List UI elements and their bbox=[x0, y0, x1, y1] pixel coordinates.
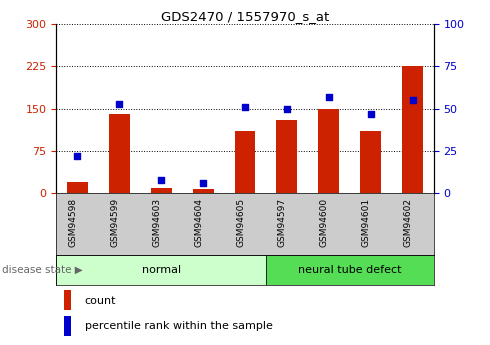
Point bbox=[409, 97, 416, 103]
Bar bbox=[56, 255, 266, 285]
Text: count: count bbox=[85, 296, 116, 306]
Point bbox=[157, 177, 165, 183]
Point bbox=[74, 153, 81, 159]
Point bbox=[199, 180, 207, 186]
Text: GDS2470 / 1557970_s_at: GDS2470 / 1557970_s_at bbox=[161, 10, 329, 23]
Point bbox=[283, 106, 291, 111]
Text: GSM94598: GSM94598 bbox=[68, 198, 77, 247]
Text: GSM94604: GSM94604 bbox=[194, 198, 203, 247]
Text: disease state ▶: disease state ▶ bbox=[2, 265, 83, 275]
Bar bbox=[64, 290, 71, 310]
Bar bbox=[151, 188, 171, 193]
Text: GSM94603: GSM94603 bbox=[152, 198, 161, 247]
Bar bbox=[109, 114, 130, 193]
Text: GSM94605: GSM94605 bbox=[236, 198, 245, 247]
Text: percentile rank within the sample: percentile rank within the sample bbox=[85, 321, 272, 331]
Bar bbox=[266, 255, 434, 285]
Bar bbox=[276, 120, 297, 193]
Bar bbox=[402, 66, 423, 193]
Text: GSM94602: GSM94602 bbox=[404, 198, 413, 247]
Bar bbox=[235, 131, 255, 193]
Point bbox=[367, 111, 375, 117]
Point bbox=[115, 101, 123, 106]
Bar bbox=[193, 189, 214, 193]
Text: neural tube defect: neural tube defect bbox=[298, 265, 402, 275]
Bar bbox=[360, 131, 381, 193]
Text: GSM94600: GSM94600 bbox=[320, 198, 329, 247]
Bar bbox=[64, 316, 71, 336]
Bar bbox=[318, 109, 339, 193]
Point bbox=[325, 94, 333, 100]
Bar bbox=[67, 182, 88, 193]
Text: GSM94601: GSM94601 bbox=[362, 198, 371, 247]
Text: normal: normal bbox=[142, 265, 181, 275]
Point bbox=[241, 104, 249, 110]
Text: GSM94599: GSM94599 bbox=[110, 198, 119, 247]
Text: GSM94597: GSM94597 bbox=[278, 198, 287, 247]
